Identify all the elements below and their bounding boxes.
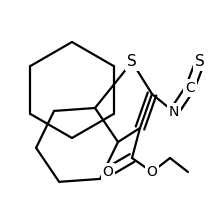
- Text: S: S: [195, 54, 205, 69]
- Text: C: C: [185, 81, 195, 95]
- Text: N: N: [169, 105, 179, 119]
- Text: S: S: [127, 54, 137, 69]
- Text: O: O: [103, 165, 113, 179]
- Text: O: O: [147, 165, 157, 179]
